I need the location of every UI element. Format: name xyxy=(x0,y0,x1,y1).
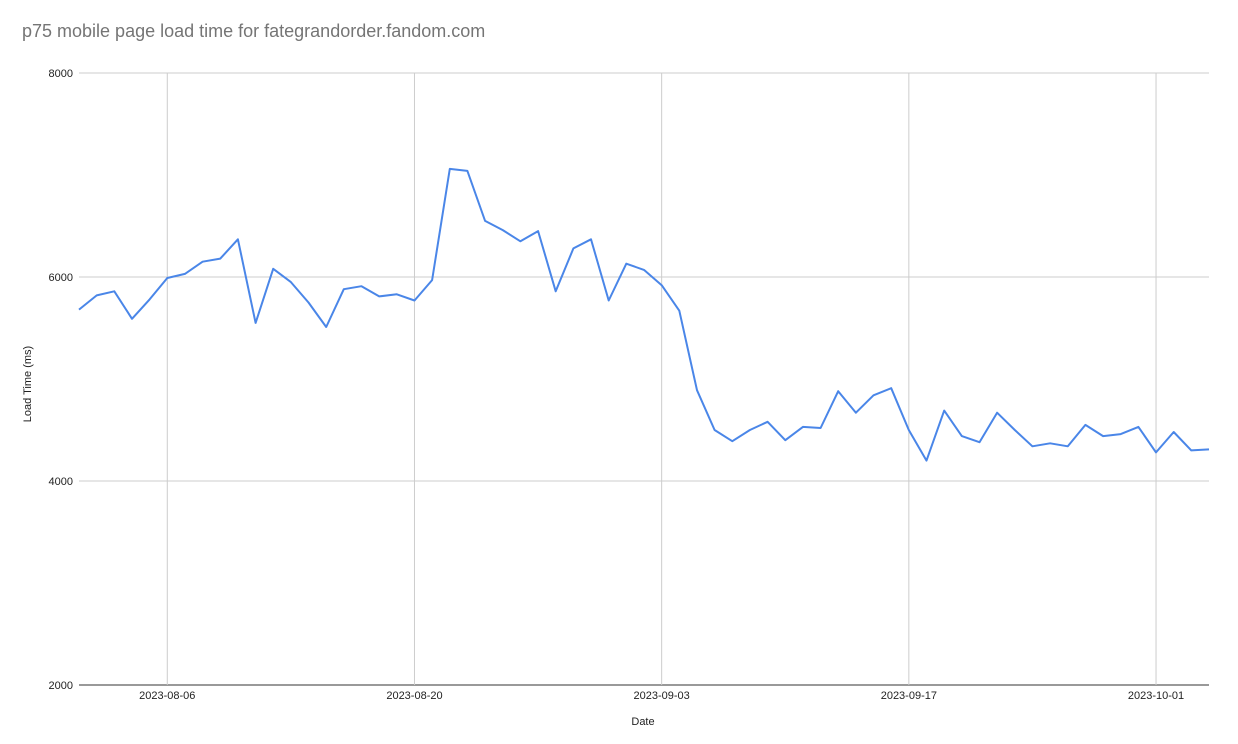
series-layer xyxy=(78,167,1210,462)
y-tick-label: 8000 xyxy=(49,68,73,80)
x-tick-label: 2023-10-01 xyxy=(1128,690,1184,702)
x-axis-ticks: 2023-08-06 2023-08-20 2023-09-03 2023-09-17… xyxy=(139,690,1184,702)
grid-lines xyxy=(79,72,1209,686)
x-axis-title: Date xyxy=(631,716,654,728)
x-tick-label: 2023-09-17 xyxy=(881,690,937,702)
y-axis-title: Load Time (ms) xyxy=(22,346,34,422)
y-tick-label: 2000 xyxy=(49,680,73,692)
y-tick-label: 4000 xyxy=(49,476,73,488)
x-tick-label: 2023-08-06 xyxy=(139,690,195,702)
y-axis-ticks: 2000 4000 6000 8000 xyxy=(49,68,73,692)
y-tick-label: 6000 xyxy=(49,272,73,284)
x-tick-label: 2023-08-20 xyxy=(386,690,442,702)
chart-title: p75 mobile page load time for fategrando… xyxy=(22,21,486,41)
series-line xyxy=(78,167,1210,462)
x-tick-label: 2023-09-03 xyxy=(634,690,690,702)
